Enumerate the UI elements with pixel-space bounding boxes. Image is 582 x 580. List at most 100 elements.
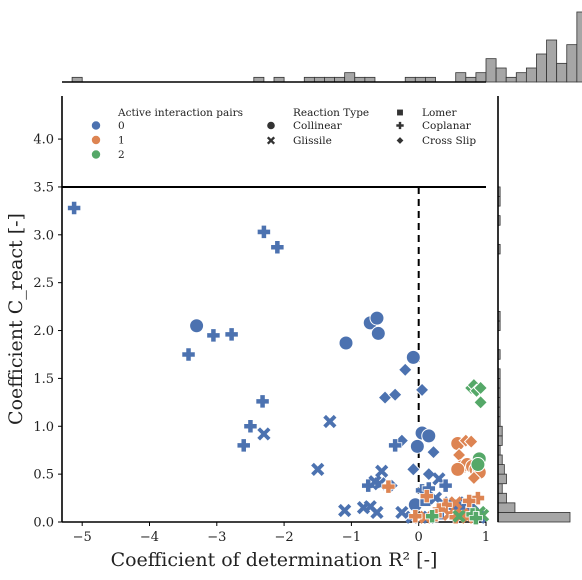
x-hist-bar (525, 67, 537, 83)
coplanar-point (438, 478, 453, 493)
legend-hue-label: 1 (118, 135, 125, 147)
cross-slip-point (426, 444, 441, 460)
coplanar-point (395, 121, 405, 130)
coplanar-point (255, 394, 270, 409)
glissile-point (432, 472, 446, 486)
y-tick-label: 4.0 (33, 133, 54, 148)
collinear-point (409, 438, 425, 454)
glissile-point (452, 509, 466, 523)
glissile-stroke (452, 509, 466, 523)
collinear-point (266, 120, 276, 131)
collinear-point (369, 310, 385, 326)
coplanar-point (224, 327, 239, 342)
collinear-point (470, 457, 486, 473)
glissile-stroke (338, 503, 352, 518)
glissile-stroke (428, 491, 443, 505)
collinear-point (370, 325, 386, 341)
cross-slip-point (387, 387, 403, 403)
coplanar-point (388, 438, 403, 453)
x-tick-label: −3 (207, 530, 226, 545)
x-tick-label: 1 (482, 530, 490, 545)
x-hist-bar (455, 72, 467, 83)
legend-hue-label: 2 (118, 149, 125, 161)
glissile-point (338, 503, 352, 518)
glissile-point (395, 505, 409, 520)
coplanar-point (381, 479, 396, 494)
y-tick-label: 2.0 (33, 324, 54, 339)
x-hist-bar (576, 11, 582, 83)
coplanar-point (206, 328, 221, 343)
x-hist-bar (505, 76, 517, 83)
legend-hue-title: Active interaction pairs (117, 107, 243, 119)
x-hist-bar (546, 39, 558, 83)
glissile-point (375, 464, 389, 478)
collinear-point (421, 428, 437, 444)
collinear-point (189, 318, 205, 334)
y-tick-label: 0.0 (33, 516, 54, 531)
x-tick-label: −1 (342, 530, 361, 545)
cross-slip-point (463, 434, 479, 449)
coplanar-point (468, 511, 483, 526)
y-hist-bar (497, 502, 516, 513)
y-hist-bar (497, 512, 571, 523)
coplanar-point (243, 419, 258, 434)
marginal-x-histogram (62, 11, 582, 83)
cross-slip-point (405, 461, 421, 477)
glissile-stroke (370, 505, 384, 520)
coplanar-point (408, 509, 423, 524)
glissile-point (257, 427, 271, 441)
legend-hue-swatch (91, 121, 101, 130)
coplanar-point (67, 200, 82, 216)
x-hist-bar (495, 67, 507, 83)
collinear-point (405, 349, 421, 365)
glissile-stroke (373, 477, 387, 491)
x-hist-bar (485, 58, 497, 83)
x-hist-bar (344, 72, 356, 83)
collinear-point (450, 461, 466, 477)
glissile-stroke (363, 500, 377, 514)
cross-slip-point (395, 135, 405, 146)
x-hist-bar (515, 72, 527, 83)
x-axis-label: Coefficient of determination R² [-] (111, 549, 438, 571)
y-hist-bar (497, 464, 505, 475)
x-hist-bar (536, 53, 547, 83)
y-axis-label: Coefficient C_react [-] (5, 213, 27, 425)
coplanar-point (236, 438, 251, 453)
legend-hue-swatch (91, 150, 101, 159)
x-tick-label: −2 (275, 530, 294, 545)
coplanar-point (361, 478, 376, 493)
glissile-point (311, 462, 325, 476)
x-tick-label: 0 (415, 530, 423, 545)
glissile-stroke (311, 462, 325, 476)
glissile-stroke (432, 472, 446, 486)
marginal-y-histogram (497, 96, 571, 523)
scatter-points (67, 200, 490, 526)
legend-hue-swatch (91, 135, 101, 145)
lomer-point (396, 108, 404, 117)
y-hist-bar (497, 492, 507, 504)
cross-slip-point (414, 382, 430, 398)
y-tick-label: 0.5 (33, 468, 54, 483)
x-tick-label: −5 (73, 530, 92, 545)
glissile-stroke (323, 414, 337, 429)
x-hist-bar (556, 62, 568, 83)
y-tick-label: 3.5 (33, 180, 54, 195)
glissile-point (266, 136, 276, 145)
coplanar-point (256, 224, 271, 239)
legend-style-label: Lomer (422, 107, 457, 119)
coplanar-point (270, 240, 285, 255)
cross-slip-point (473, 394, 488, 410)
legend-style-label: Cross Slip (422, 135, 476, 147)
coplanar-point (181, 347, 196, 362)
y-tick-label: 1.0 (33, 420, 54, 435)
legend-hue-label: 0 (118, 120, 125, 132)
y-hist-bar (497, 473, 507, 485)
glissile-stroke (368, 475, 382, 489)
coplanar-point (425, 509, 440, 524)
glissile-stroke (395, 505, 409, 520)
main-scatter-axes: −5 −4 −3 −2 −1 0 1 0.0 0.5 1.0 1.5 2.0 2.5 3.0 3.5 4.0 (33, 96, 490, 545)
cross-slip-point (473, 380, 488, 396)
glissile-point (323, 414, 337, 429)
